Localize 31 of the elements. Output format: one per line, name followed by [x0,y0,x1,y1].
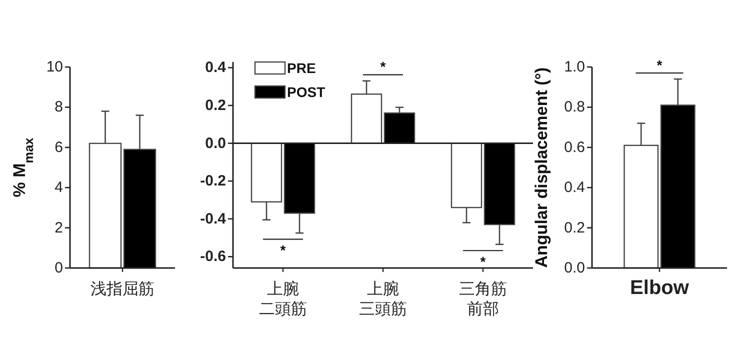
y-tick-label: 8 [54,98,63,116]
y-tick-label: -0.6 [200,248,226,266]
bar [384,112,416,144]
y-tick-label: 6 [54,138,63,156]
y-tick-label: 0.2 [205,96,226,114]
y-tick-label: 10 [46,58,63,76]
y-tick-label: 0.2 [564,219,585,236]
y-tick-label: 0.4 [564,179,585,196]
y-tick-label: 0.6 [564,138,585,156]
y-tick-label: -0.4 [200,210,227,228]
x-tick-label: 浅指屈筋 [90,280,154,298]
x-tick-label: 上腕二頭筋 [259,280,307,318]
x-tick-label: Elbow [630,277,690,299]
annotation: * [656,57,663,74]
y-tick-label: 0.4 [205,59,227,76]
y-axis-title: Angular displacement (°) [532,67,551,268]
y-tick-label: 0.0 [564,260,585,276]
x-tick-label: 三角筋前部 [459,281,507,318]
y-tick-label: 1.0 [564,58,585,76]
y-tick-label: 0 [54,260,63,276]
annotation: * [280,242,286,258]
y-tick-label: 0.8 [564,98,585,116]
annotation: * [380,58,386,75]
legend-label: PRE [287,60,316,76]
y-tick-label: -0.2 [200,172,226,190]
annotation: * [480,254,486,270]
y-tick-label: 0.0 [205,134,226,152]
y-tick-label: 4 [54,179,63,196]
x-tick-label: 上腕三頭筋 [359,280,407,318]
y-tick-label: 2 [54,219,63,236]
legend-label: POST [287,84,326,100]
